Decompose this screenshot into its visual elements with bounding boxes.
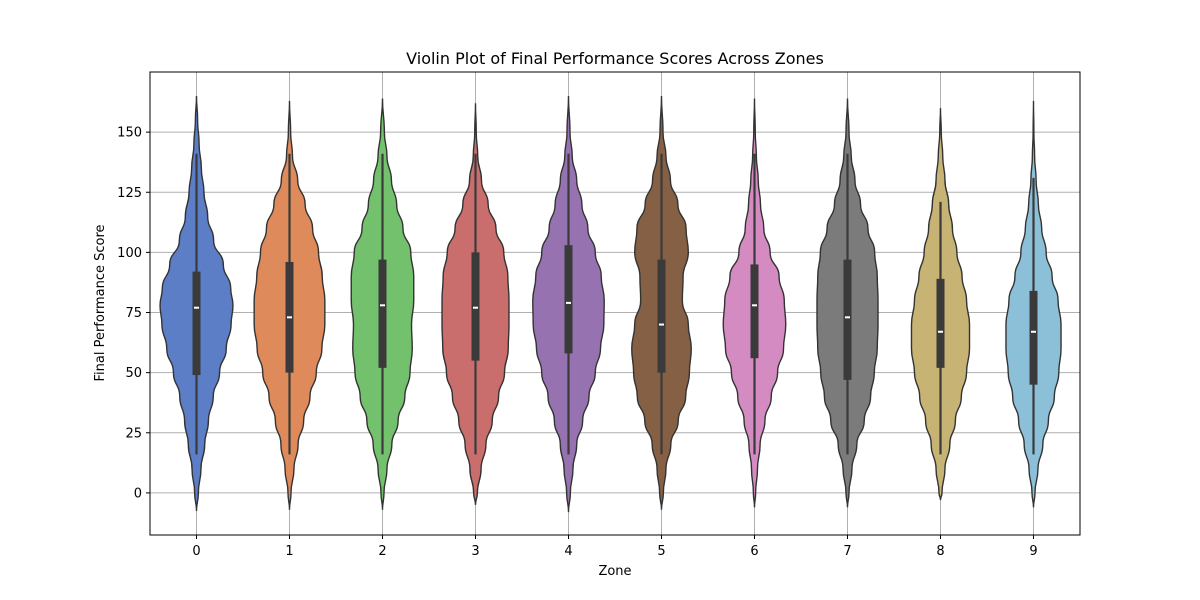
x-tick-label: 0 (192, 544, 200, 559)
x-tick-label: 2 (378, 544, 386, 559)
y-tick-label: 75 (125, 306, 142, 321)
x-tick-label: 6 (750, 544, 758, 559)
y-tick-label: 50 (125, 366, 142, 381)
violin-iqr-box (471, 252, 480, 361)
violin-iqr-box (843, 259, 852, 380)
violin-iqr-box (750, 264, 759, 359)
violin-iqr-box (564, 245, 573, 354)
violin-zone-8 (910, 107, 971, 501)
x-axis-label: Zone (598, 564, 631, 579)
chart-title: Violin Plot of Final Performance Scores … (406, 49, 824, 68)
x-tick-label: 4 (564, 544, 572, 559)
violin-iqr-box (657, 259, 666, 373)
x-tick-label: 3 (471, 544, 479, 559)
y-tick-label: 150 (117, 126, 142, 141)
x-tick-label: 8 (936, 544, 944, 559)
axis-ticks: 0 25 50 75 100 125 150 0 1 2 3 4 5 6 7 8 9 (117, 126, 1037, 559)
x-tick-label: 1 (285, 544, 293, 559)
violin-iqr-box (378, 259, 387, 368)
y-tick-label: 100 (117, 246, 142, 261)
x-tick-label: 9 (1029, 544, 1037, 559)
y-axis-label: Final Performance Score (93, 224, 108, 381)
y-tick-label: 125 (117, 186, 142, 201)
violin-zone-3 (441, 102, 510, 505)
violin-zone-5 (631, 95, 692, 510)
y-tick-label: 25 (125, 426, 142, 441)
plot-frame (149, 71, 1081, 536)
x-tick-label: 5 (657, 544, 665, 559)
violin-iqr-box (936, 278, 945, 368)
x-tick-label: 7 (843, 544, 851, 559)
violin-iqr-box (192, 271, 201, 376)
violins (159, 95, 1062, 513)
violin-iqr-box (1029, 290, 1038, 385)
y-tick-label: 0 (134, 486, 142, 501)
